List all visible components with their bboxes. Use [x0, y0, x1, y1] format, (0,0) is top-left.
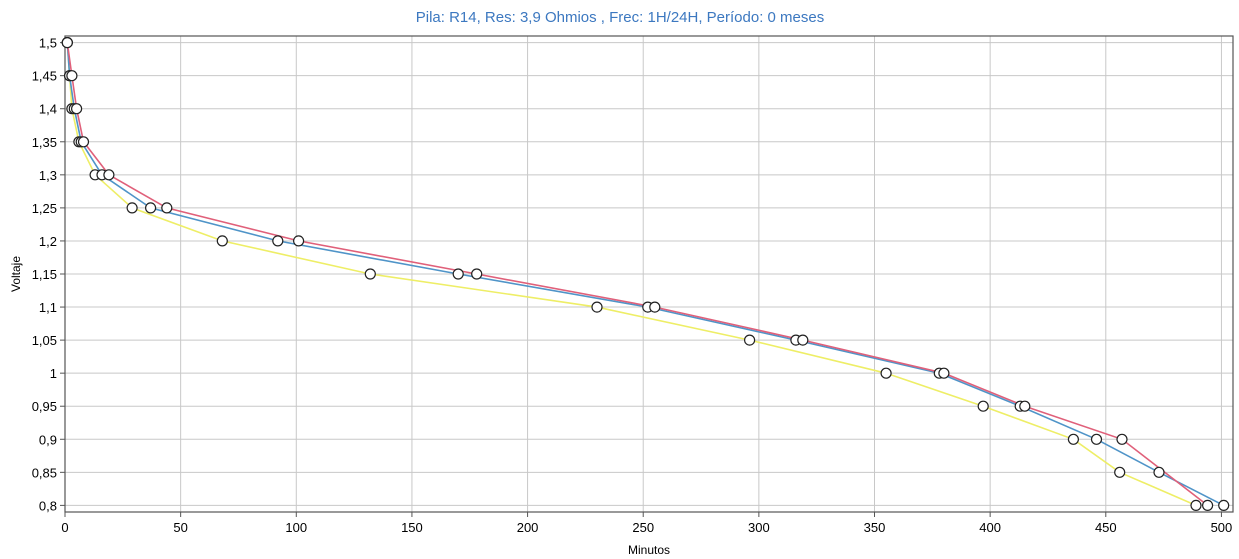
data-point	[1114, 466, 1126, 478]
data-point	[77, 136, 90, 148]
data-point	[364, 268, 376, 280]
data-point	[1153, 466, 1165, 478]
y-tick-label: 1,3	[39, 168, 57, 183]
y-tick-label: 1,35	[32, 135, 57, 150]
data-point	[126, 202, 138, 214]
data-point	[591, 301, 603, 313]
data-point	[1201, 499, 1214, 511]
y-tick-label: 1,45	[32, 69, 57, 84]
data-point	[1190, 499, 1202, 511]
data-point	[797, 334, 809, 346]
data-point	[1218, 499, 1230, 511]
data-point	[61, 36, 73, 49]
y-tick-label: 1,5	[39, 36, 57, 51]
y-tick-label: 1,4	[39, 102, 57, 117]
data-point	[1116, 433, 1128, 445]
data-point	[145, 202, 157, 214]
data-point	[293, 235, 305, 247]
y-axis: 0,8 0,85 0,9 0,95 1 1,05 1,1 1,15 1,2 1,25 1,3 1,35…	[32, 36, 65, 513]
data-point	[216, 235, 228, 247]
y-tick-label: 1,25	[32, 201, 57, 216]
data-point	[649, 301, 661, 313]
x-axis: 0 50 100 150 200 250 300 350 400 450 500	[61, 512, 1232, 535]
grid	[64, 36, 1233, 512]
data-point	[880, 367, 892, 379]
data-point	[103, 169, 115, 181]
x-tick-label: 100	[285, 520, 307, 535]
data-point	[70, 103, 83, 115]
y-tick-label: 1,05	[32, 333, 57, 348]
data-point	[743, 334, 756, 346]
data-point	[452, 268, 464, 280]
series-layer	[61, 36, 1230, 511]
data-point	[161, 202, 173, 214]
x-tick-label: 450	[1095, 520, 1117, 535]
y-tick-label: 1	[50, 366, 57, 381]
data-point	[471, 268, 483, 280]
y-tick-label: 0,9	[39, 432, 57, 447]
data-point	[1067, 433, 1080, 445]
y-tick-label: 1,2	[39, 234, 57, 249]
x-tick-label: 500	[1211, 520, 1233, 535]
x-tick-label: 0	[61, 520, 68, 535]
data-point	[1090, 433, 1103, 445]
series-line-1	[66, 42, 1209, 507]
y-tick-label: 0,8	[39, 498, 57, 513]
x-tick-label: 400	[979, 520, 1001, 535]
data-point	[938, 367, 950, 379]
y-tick-label: 0,85	[32, 465, 57, 480]
x-tick-label: 350	[864, 520, 886, 535]
x-tick-label: 200	[517, 520, 539, 535]
x-tick-label: 250	[632, 520, 654, 535]
y-tick-label: 1,15	[32, 267, 57, 282]
x-axis-label: Minutos	[628, 543, 670, 557]
x-tick-label: 150	[401, 520, 423, 535]
x-tick-label: 300	[748, 520, 770, 535]
data-point	[1019, 400, 1031, 412]
y-tick-label: 0,95	[32, 399, 57, 414]
data-point	[66, 70, 78, 82]
data-point	[977, 400, 989, 412]
data-point	[272, 235, 284, 247]
y-axis-label: Voltaje	[9, 256, 23, 292]
y-tick-label: 1,1	[39, 300, 57, 315]
series-markers	[61, 36, 1230, 511]
chart-title: Pila: R14, Res: 3,9 Ohmios , Frec: 1H/24…	[416, 9, 825, 26]
x-tick-label: 50	[173, 520, 187, 535]
